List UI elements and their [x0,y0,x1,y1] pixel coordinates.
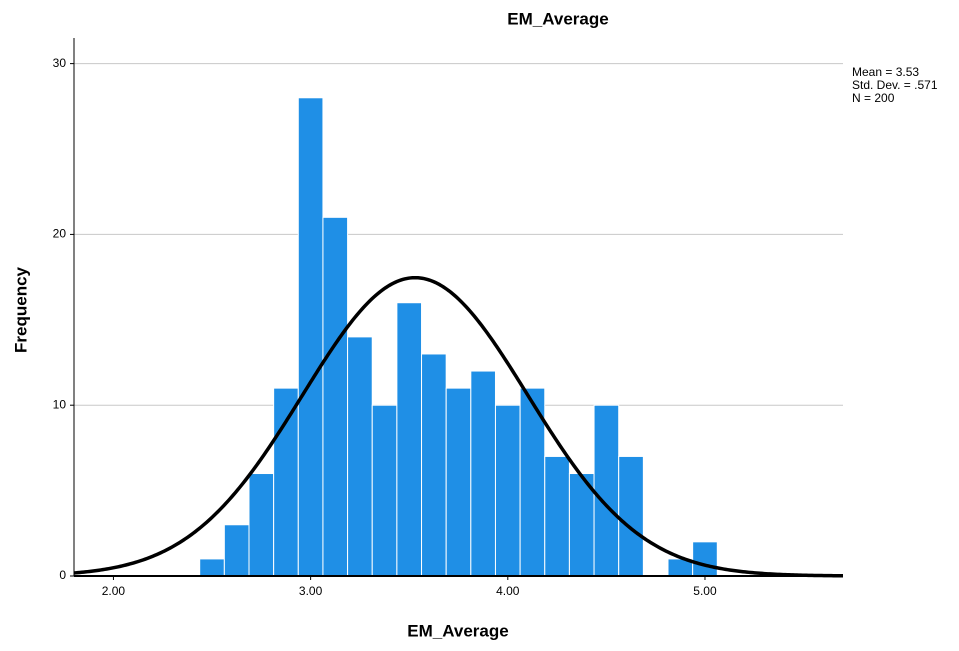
stat-std-dev: Std. Dev. = .571 [852,78,938,92]
chart-title: EM_Average [507,9,608,28]
bar [692,541,718,577]
bar [371,404,398,577]
y-tick-label: 30 [53,56,67,70]
bar [470,370,496,577]
y-tick-label: 10 [53,397,67,411]
bar [519,387,546,577]
x-tick-label: 4.00 [496,584,520,598]
bar [322,216,349,577]
bar [248,473,275,577]
y-tick-label: 20 [53,227,67,241]
bar [618,455,644,577]
x-tick-label: 5.00 [693,584,717,598]
x-tick-label: 2.00 [102,584,126,598]
bar [297,97,324,577]
stat-n: N = 200 [852,91,895,105]
bar [273,387,299,577]
normal-curve [73,275,844,578]
y-tick-label: 0 [59,568,66,582]
stat-mean: Mean = 3.53 [852,65,919,79]
bar [421,353,447,577]
bar [593,404,620,577]
bar [396,302,423,577]
y-axis-title: Frequency [11,266,30,353]
bar [494,404,521,577]
x-tick-label: 3.00 [299,584,323,598]
x-axis-title: EM_Average [407,621,508,640]
bar [199,558,225,577]
bar [347,336,373,577]
bar [445,387,472,577]
bar [223,524,250,577]
bar [544,455,570,577]
